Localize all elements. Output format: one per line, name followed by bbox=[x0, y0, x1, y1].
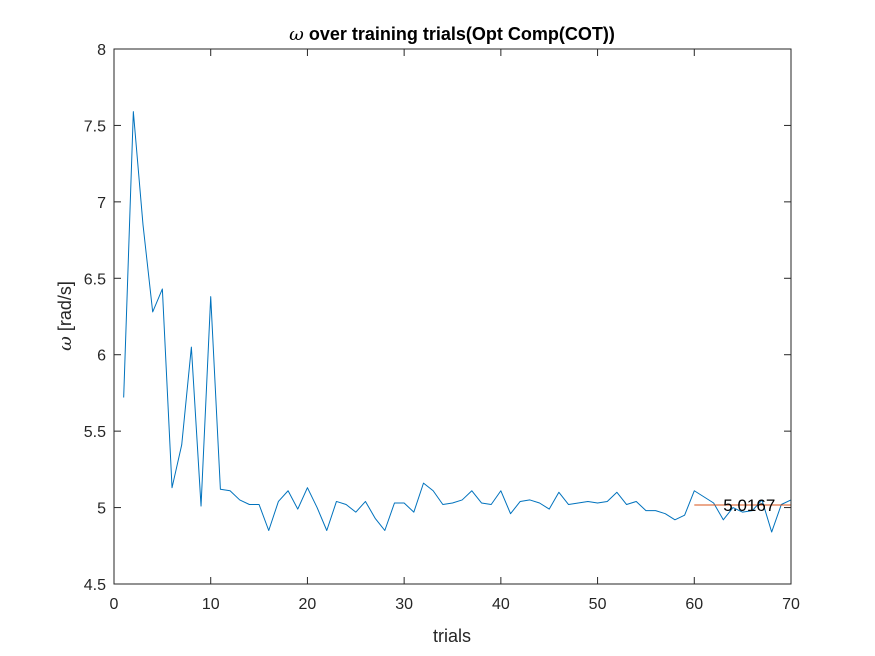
series-layer bbox=[123, 111, 792, 533]
x-tick-label: 30 bbox=[395, 596, 413, 613]
y-tick-label: 6 bbox=[97, 348, 106, 365]
y-tick-label: 4.5 bbox=[84, 577, 106, 594]
title-text: over training trials(Opt Comp(COT)) bbox=[304, 24, 615, 44]
y-tick-label: 7.5 bbox=[84, 118, 106, 135]
title-omega-symbol: ω bbox=[289, 24, 304, 45]
x-tick-label: 20 bbox=[299, 596, 317, 613]
x-axis-label: trials bbox=[433, 626, 471, 646]
x-tick-label: 60 bbox=[685, 596, 703, 613]
y-tick-label: 8 bbox=[97, 42, 106, 59]
x-axis-ticks: 0 10 20 30 40 50 60 70 bbox=[110, 49, 800, 613]
plot-area bbox=[114, 49, 791, 584]
x-tick-label: 50 bbox=[589, 596, 607, 613]
x-tick-label: 70 bbox=[782, 596, 800, 613]
axes-box bbox=[113, 48, 792, 585]
ylabel-omega-symbol: ω bbox=[55, 336, 76, 351]
y-tick-label: 7 bbox=[97, 195, 106, 212]
x-tick-label: 40 bbox=[492, 596, 510, 613]
y-tick-label: 5 bbox=[97, 501, 106, 518]
mean-value-annotation: 5.0167 bbox=[723, 496, 775, 515]
chart-title: ω over training trials(Opt Comp(COT)) bbox=[289, 24, 615, 45]
y-tick-label: 6.5 bbox=[84, 271, 106, 288]
x-tick-label: 10 bbox=[202, 596, 220, 613]
x-tick-label: 0 bbox=[110, 596, 119, 613]
ylabel-text: [rad/s] bbox=[55, 281, 75, 336]
y-axis-ticks: 4.5 5 5.5 6 6.5 7 7.5 8 bbox=[84, 42, 791, 594]
series-omega-line bbox=[123, 111, 792, 533]
y-tick-label: 5.5 bbox=[84, 424, 106, 441]
y-axis-label: ω [rad/s] bbox=[55, 281, 76, 351]
